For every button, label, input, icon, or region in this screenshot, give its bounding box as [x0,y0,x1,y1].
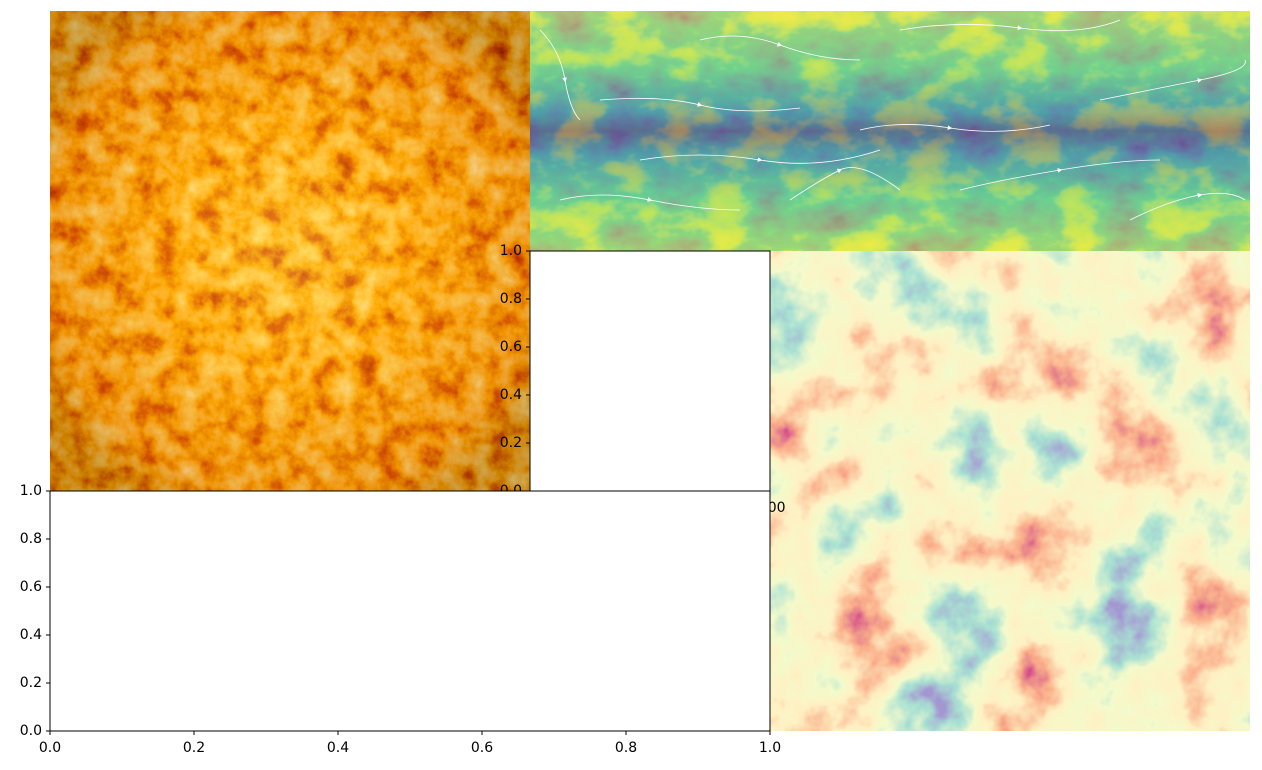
y-tick-label: 0.2 [20,675,42,691]
y-tick-label: 0.2 [500,435,522,451]
y-tick-label: 1.0 [20,483,42,499]
galaxy-image [50,11,530,491]
axes-frame [49,490,771,732]
y-tick-label: 0.4 [20,627,42,643]
y-tick-label: 0.6 [500,339,522,355]
x-tick-label: 0.6 [471,740,493,756]
streamline-image [530,11,1250,251]
x-tick-label: 0.0 [39,740,61,756]
x-tick-label: 0.4 [327,740,349,756]
x-tick-label: 0.8 [615,740,637,756]
y-tick-label: 0.4 [500,387,522,403]
y-tick-label: 0.0 [20,723,42,739]
y-tick-label: 0.8 [500,291,522,307]
y-tick-label: 0.8 [20,531,42,547]
y-tick-label: 0.6 [20,579,42,595]
x-tick-label: 1.0 [759,740,781,756]
spectral-image [770,251,1250,731]
y-tick-label: 1.0 [500,243,522,259]
axes-frame [529,250,771,492]
x-tick-label: 0.2 [183,740,205,756]
